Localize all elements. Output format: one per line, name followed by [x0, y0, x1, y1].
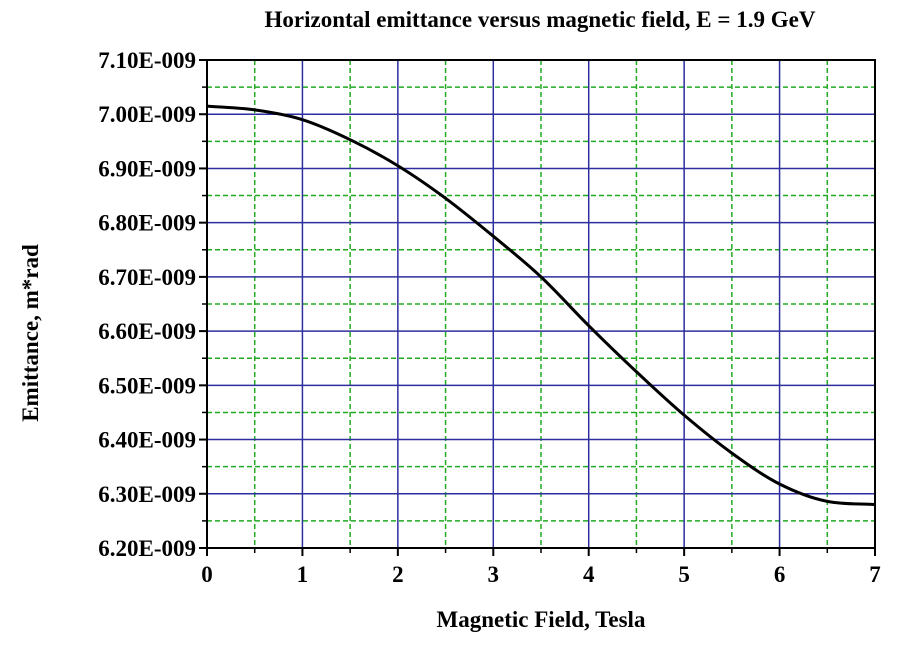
- grid: [206, 59, 876, 549]
- x-axis-label: Magnetic Field, Tesla: [437, 607, 646, 632]
- y-tick-label: 7.10E-009: [98, 48, 196, 73]
- y-axis-label: Emittance, m*rad: [18, 244, 43, 422]
- x-tick-label: 5: [678, 562, 690, 587]
- x-tick-label: 6: [774, 562, 786, 587]
- x-tick-label: 7: [869, 562, 881, 587]
- x-tick-label: 1: [297, 562, 309, 587]
- y-tick-label: 6.20E-009: [98, 536, 196, 561]
- y-tick-label: 6.50E-009: [98, 373, 196, 398]
- y-tick-label: 6.70E-009: [98, 265, 196, 290]
- x-tick-labels: 0 1 2 3 4 5 6 7: [201, 562, 881, 587]
- series-layer: [206, 104, 876, 507]
- axis-ticks: [199, 59, 876, 556]
- chart-title: Horizontal emittance versus magnetic fie…: [265, 7, 816, 32]
- x-tick-label: 3: [488, 562, 500, 587]
- y-tick-label: 6.80E-009: [98, 211, 196, 236]
- y-tick-labels: 6.20E-009 6.30E-009 6.40E-009 6.50E-009 6.60…: [98, 48, 196, 561]
- x-tick-label: 0: [201, 562, 213, 587]
- y-tick-label: 6.40E-009: [98, 428, 196, 453]
- series-line-0: [206, 104, 876, 507]
- x-tick-label: 2: [392, 562, 404, 587]
- y-tick-label: 6.60E-009: [98, 319, 196, 344]
- y-tick-label: 6.30E-009: [98, 482, 196, 507]
- y-tick-label: 7.00E-009: [98, 102, 196, 127]
- x-tick-label: 4: [583, 562, 595, 587]
- y-tick-label: 6.90E-009: [98, 156, 196, 181]
